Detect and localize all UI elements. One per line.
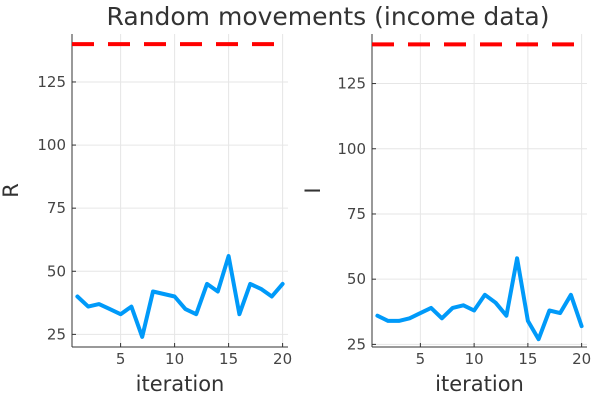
left-data-point (248, 282, 252, 286)
left-series-line (75, 254, 285, 339)
right-data-point (494, 301, 498, 305)
left-data-point (216, 289, 220, 293)
right-y-tick-label: 25 (347, 335, 366, 353)
left-y-tick-label: 125 (37, 73, 66, 91)
left-data-point (108, 307, 112, 311)
left-x-tick-label: 15 (219, 350, 238, 368)
left-x-axis-label: iteration (136, 372, 225, 396)
left-data-point (205, 282, 209, 286)
left-data-point (75, 295, 79, 299)
right-data-point (461, 303, 465, 307)
right-data-point (569, 293, 573, 297)
right-data-point (526, 319, 530, 323)
left-data-point (140, 335, 144, 339)
left-data-point (162, 292, 166, 296)
right-data-point (429, 306, 433, 310)
left-data-point (129, 305, 133, 309)
right-data-point (580, 324, 584, 328)
left-y-tick-label: 75 (47, 199, 66, 217)
right-data-point (386, 319, 390, 323)
left-data-point (119, 312, 123, 316)
left-data-point (237, 312, 241, 316)
right-x-tick-label: 5 (416, 350, 426, 368)
right-data-point (451, 306, 455, 310)
right-x-tick-label: 10 (465, 350, 484, 368)
right-y-tick-label: 50 (347, 270, 366, 288)
right-data-point (375, 314, 379, 318)
left-x-tick-label: 20 (273, 350, 292, 368)
left-y-tick-label: 50 (47, 262, 66, 280)
right-panel: 25 50 75 100 125 5 10 15 20 iteration I (301, 34, 591, 396)
left-data-point (151, 289, 155, 293)
left-x-tick-label: 10 (165, 350, 184, 368)
left-panel: 25 50 75 100 125 5 10 15 20 iteration R (0, 34, 292, 396)
right-y-tick-label: 75 (347, 205, 366, 223)
right-data-point (408, 316, 412, 320)
left-data-point (227, 254, 231, 258)
left-data-point (173, 295, 177, 299)
right-series-line (375, 256, 584, 342)
right-x-tick-label: 15 (518, 350, 537, 368)
left-x-tick-label: 5 (116, 350, 126, 368)
right-data-point (483, 293, 487, 297)
right-y-axis-label: I (301, 187, 325, 193)
right-data-point (558, 311, 562, 315)
left-y-tick-label: 100 (37, 136, 66, 154)
chart-title: Random movements (income data) (107, 2, 550, 31)
left-data-point (281, 282, 285, 286)
right-data-point (472, 308, 476, 312)
right-x-tick-label: 20 (572, 350, 591, 368)
left-data-point (183, 307, 187, 311)
left-y-axis-label: R (0, 183, 23, 198)
right-data-point (397, 319, 401, 323)
right-data-point (440, 316, 444, 320)
right-data-point (515, 256, 519, 260)
left-data-point (97, 302, 101, 306)
left-data-point (270, 295, 274, 299)
right-y-tick-label: 125 (337, 75, 366, 93)
right-data-point (547, 308, 551, 312)
left-y-tick-label: 25 (47, 325, 66, 343)
right-x-axis-label: iteration (435, 372, 524, 396)
right-data-point (537, 337, 541, 341)
right-data-point (418, 311, 422, 315)
right-y-tick-label: 100 (337, 140, 366, 158)
left-data-point (259, 287, 263, 291)
left-data-point (86, 305, 90, 309)
left-data-point (194, 312, 198, 316)
right-data-point (504, 314, 508, 318)
